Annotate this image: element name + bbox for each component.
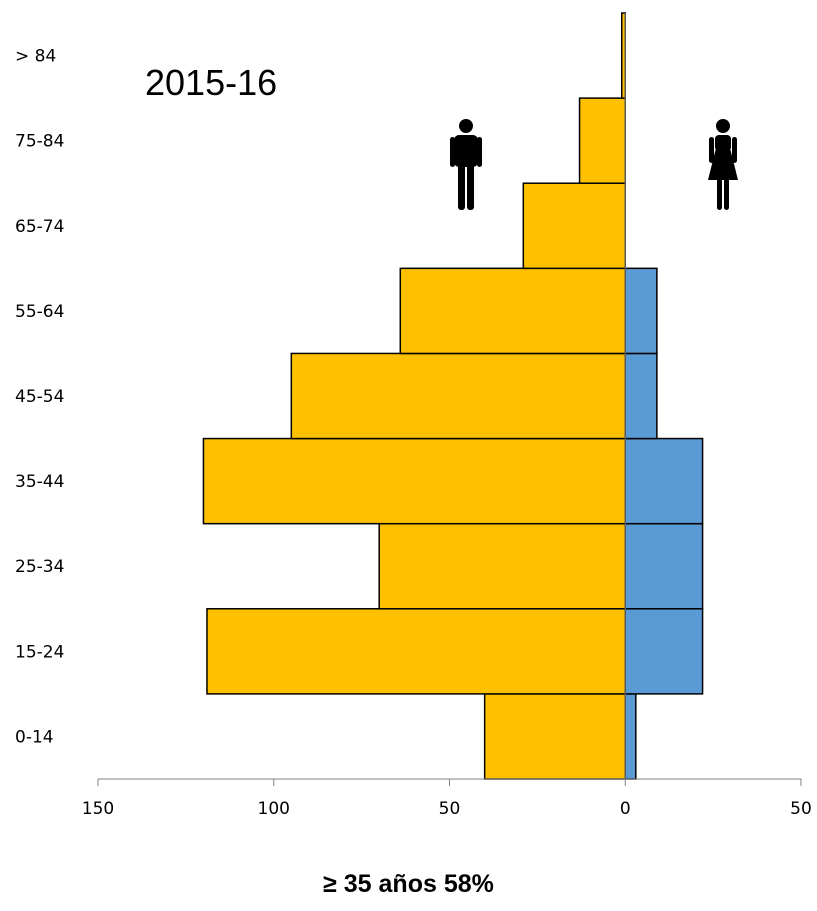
- female-icon: [708, 119, 738, 210]
- male-bar-35-44: [202, 437, 626, 525]
- category-label: > 84: [15, 47, 56, 67]
- female-bar-45-54: [624, 352, 658, 440]
- footnote: ≥ 35 años 58%: [323, 870, 494, 898]
- category-labels: 0-14 15-24 25-34 35-44 45-54 55-64 65-74 75-84 >…: [15, 47, 64, 748]
- male-bar-0-14: [483, 693, 626, 780]
- category-label: 65-74: [15, 217, 64, 237]
- x-tick-label: 50: [790, 799, 812, 819]
- category-label: 45-54: [15, 387, 64, 407]
- chart-title: 2015-16: [145, 62, 278, 103]
- x-tick-label: 50: [439, 799, 461, 819]
- female-bar-55-64: [624, 267, 658, 355]
- male-bar-45-54: [290, 352, 626, 440]
- x-axis: 150 100 50 0 50: [82, 778, 812, 819]
- category-label: 35-44: [15, 472, 64, 492]
- x-tick-label: 0: [620, 799, 631, 819]
- x-tick-label: 150: [82, 799, 114, 819]
- male-bar-25-34: [378, 522, 627, 610]
- x-tick-label: 100: [258, 799, 290, 819]
- category-label: 25-34: [15, 557, 64, 577]
- female-bar-0-14: [624, 693, 637, 780]
- male-bars: [202, 12, 627, 780]
- female-bar-25-34: [624, 522, 704, 610]
- category-label: 75-84: [15, 132, 64, 152]
- category-label: 0-14: [15, 727, 54, 747]
- male-bar-15-24: [206, 608, 626, 695]
- female-bars: [624, 267, 704, 780]
- male-icon: [450, 119, 482, 210]
- male-bar-75-84: [578, 97, 626, 184]
- female-bar-15-24: [624, 608, 704, 695]
- male-bar-55-64: [399, 267, 627, 355]
- female-bar-35-44: [624, 437, 704, 525]
- category-label: 15-24: [15, 642, 64, 662]
- male-bar-65-74: [522, 182, 626, 270]
- category-label: 55-64: [15, 302, 64, 322]
